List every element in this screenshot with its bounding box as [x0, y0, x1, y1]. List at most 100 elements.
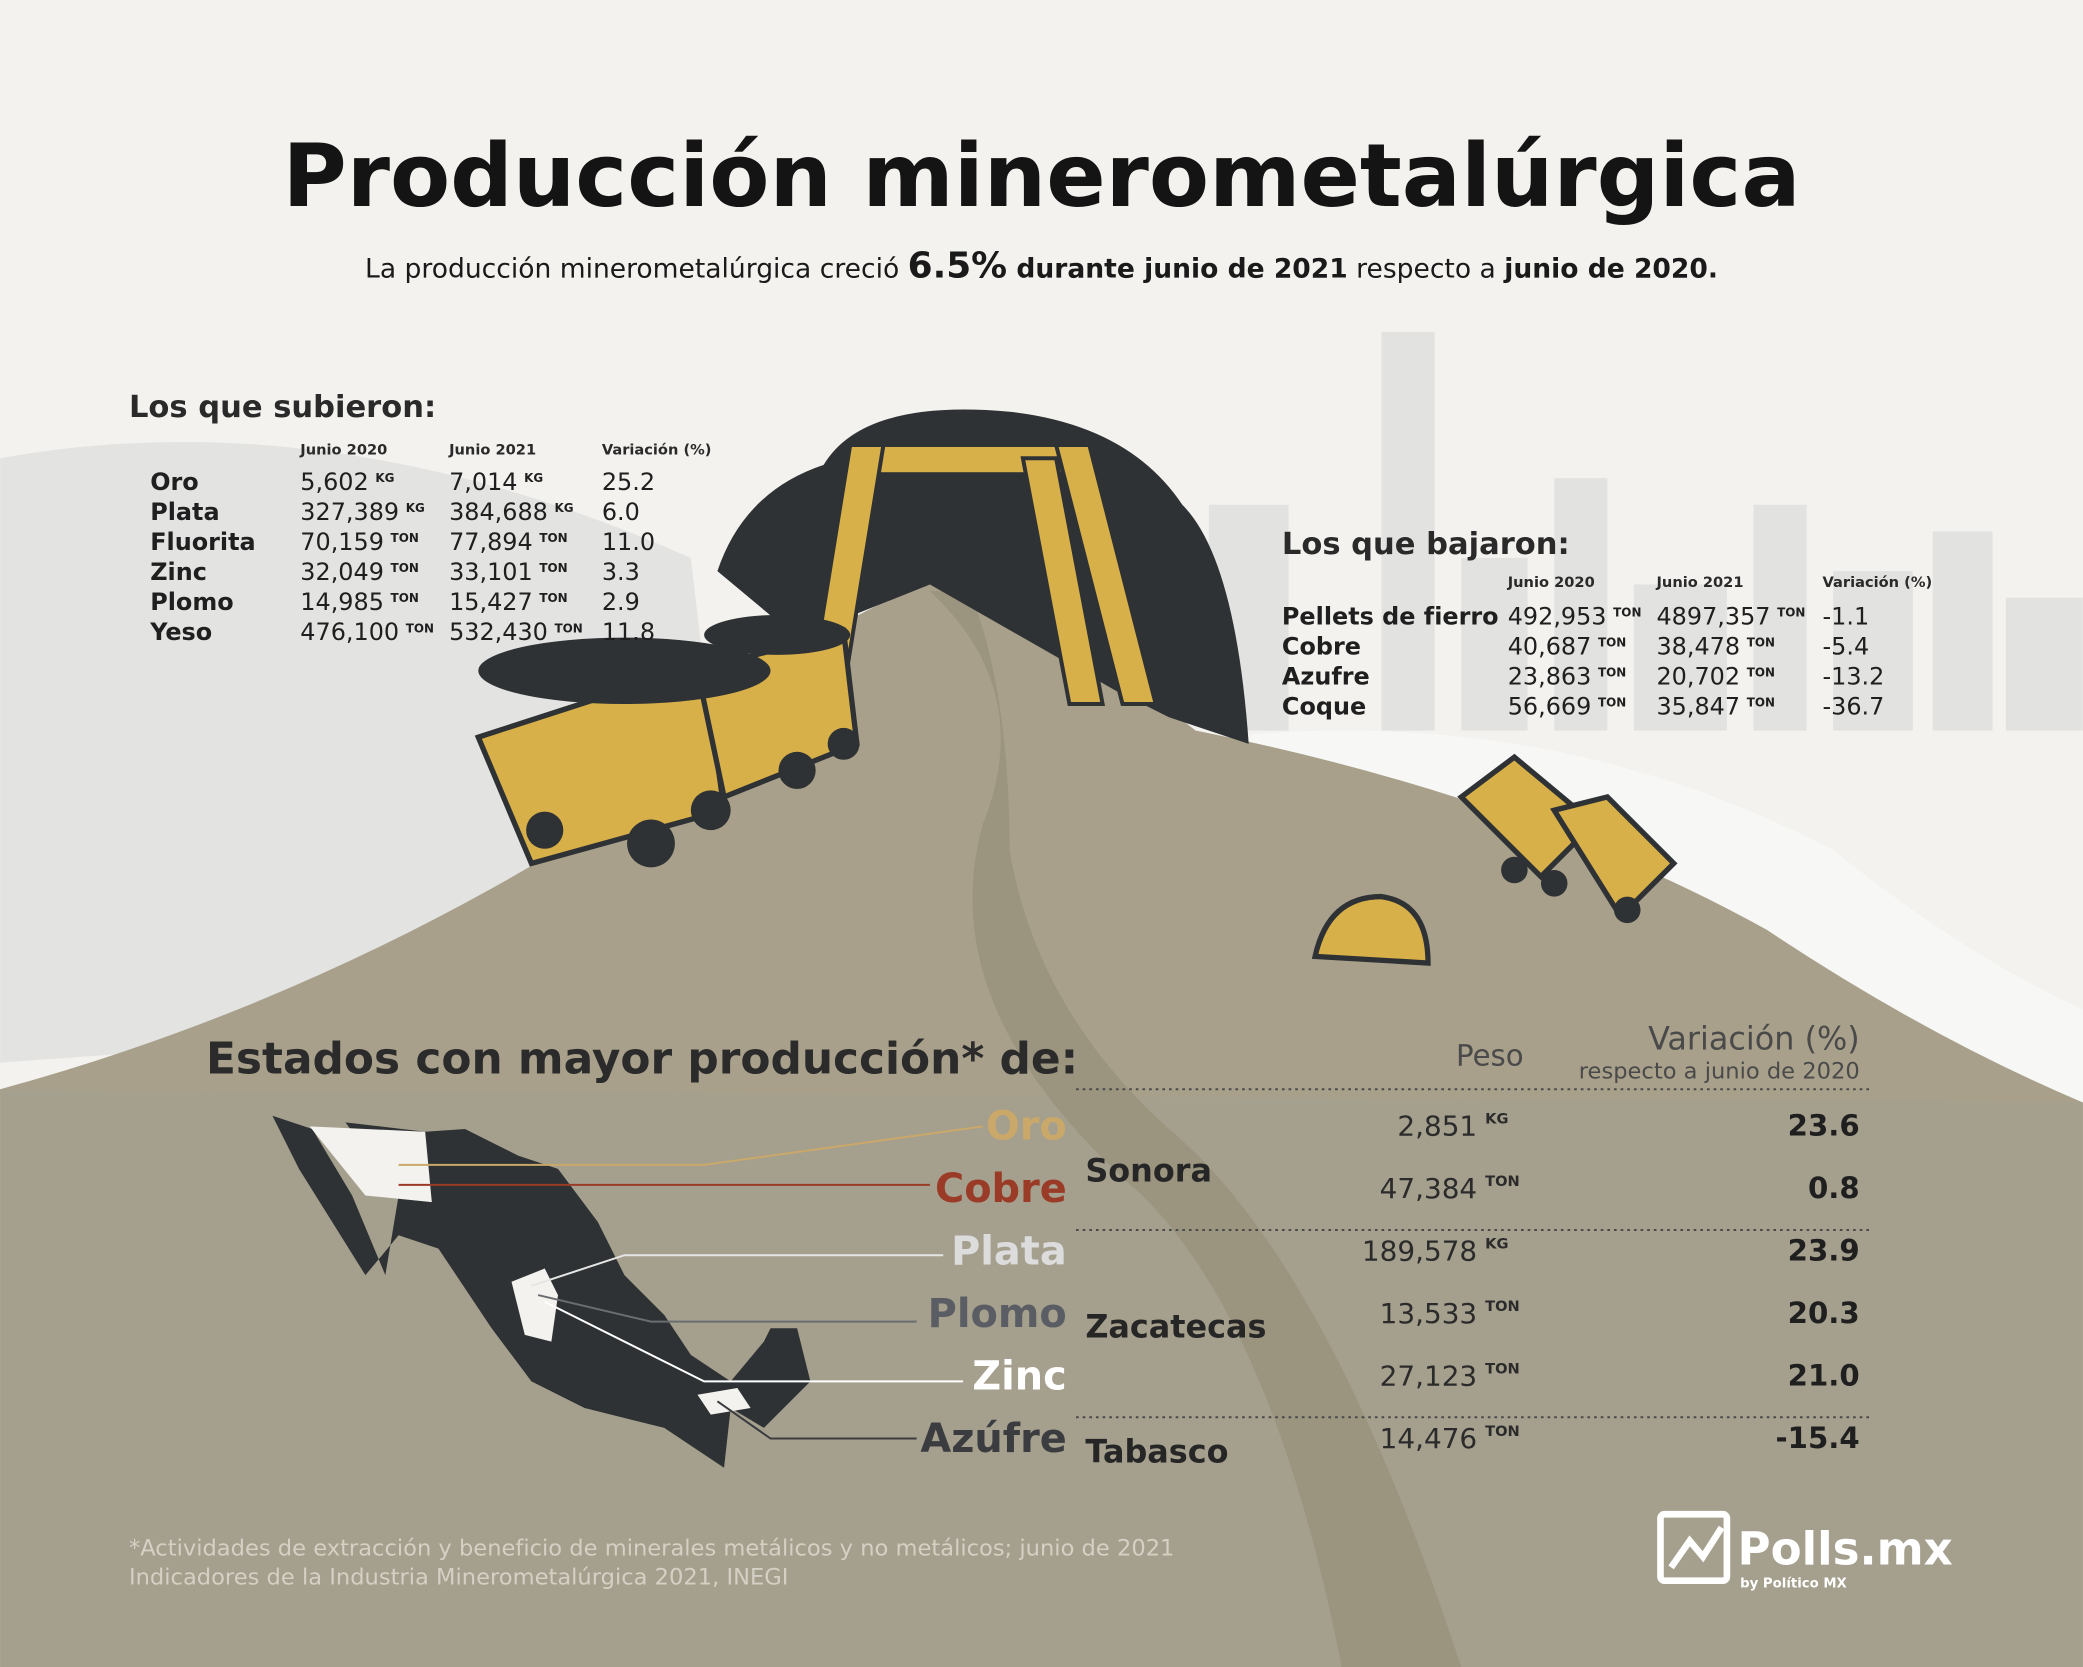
title: Producción minerometalúrgica [282, 125, 1800, 227]
column-header: Junio 2020 [1507, 574, 1595, 591]
state-name: Sonora [1085, 1152, 1212, 1190]
weight-unit: TON [1485, 1298, 1520, 1315]
cell-unit: TON [1598, 635, 1626, 649]
cell-variation: -36.7 [1823, 692, 1885, 720]
cell-value: 492,953 [1508, 602, 1607, 630]
variation-value: 21.0 [1788, 1358, 1860, 1392]
cell-variation: 11.0 [602, 528, 655, 556]
cell-value: 38,478 [1656, 632, 1740, 660]
section-title: Estados con mayor producción* de: [206, 1033, 1078, 1084]
mineral-name: Plomo [928, 1291, 1067, 1337]
variation-value: 20.3 [1788, 1296, 1860, 1330]
column-header: Peso [1456, 1038, 1524, 1072]
cell-unit: TON [539, 561, 567, 575]
cell-unit: KG [406, 501, 425, 515]
mineral-name: Azúfre [920, 1416, 1066, 1462]
cell-value: 5,602 [300, 468, 368, 496]
table-title: Los que subieron: [129, 390, 436, 425]
subtitle-highlight: 6.5% [908, 246, 1007, 287]
cell-value: 40,687 [1508, 632, 1592, 660]
cell-unit: TON [539, 531, 567, 545]
cell-unit: TON [406, 621, 434, 635]
cell-value: 23,863 [1508, 662, 1592, 690]
footnote: *Actividades de extracción y beneficio d… [129, 1535, 1174, 1561]
subtitle: La producción minerometalúrgica creció 6… [365, 246, 1718, 287]
cell-value: 32,049 [300, 558, 384, 586]
subtitle-part: durante junio de 2021 [1007, 254, 1348, 285]
weight-unit: KG [1485, 1111, 1508, 1128]
states-table: Oro 2,851 KG 23.6 Cobre 47,384 TON 0.8 Sonora Pla… [920, 1104, 1874, 1470]
weight-unit: TON [1485, 1360, 1520, 1377]
row-name: Pellets de fierro [1282, 602, 1499, 630]
mineral-name: Cobre [935, 1166, 1067, 1212]
weight-unit: TON [1485, 1173, 1520, 1190]
cell-unit: TON [1777, 605, 1805, 619]
cell-unit: TON [1598, 695, 1626, 709]
weight-value: 14,476 [1380, 1422, 1478, 1455]
cell-value: 33,101 [449, 558, 533, 586]
cell-value: 35,847 [1656, 692, 1740, 720]
cell-variation: -5.4 [1823, 632, 1870, 660]
weight-unit: TON [1485, 1423, 1520, 1440]
subtitle-part: respecto a [1348, 254, 1505, 285]
row-name: Yeso [149, 618, 212, 646]
cell-value: 532,430 [449, 618, 548, 646]
cell-variation: 11.8 [602, 618, 655, 646]
cell-unit: TON [1747, 665, 1775, 679]
weight-value: 47,384 [1380, 1172, 1478, 1205]
cell-unit: TON [555, 621, 583, 635]
cell-unit: TON [391, 561, 419, 575]
cell-unit: TON [539, 591, 567, 605]
cell-unit: KG [555, 501, 574, 515]
cell-unit: TON [1613, 605, 1641, 619]
weight-value: 13,533 [1380, 1297, 1478, 1330]
cell-variation: 6.0 [602, 498, 640, 526]
weight-value: 2,851 [1397, 1110, 1477, 1143]
row-name: Oro [150, 468, 199, 496]
column-subheader: respecto a junio de 2020 [1579, 1059, 1860, 1085]
cell-value: 70,159 [300, 528, 384, 556]
row-name: Zinc [150, 558, 207, 586]
subtitle-part: junio de 2020. [1503, 254, 1718, 285]
cell-unit: TON [391, 531, 419, 545]
weight-value: 189,578 [1362, 1235, 1477, 1268]
variation-value: 23.6 [1788, 1109, 1860, 1143]
tables: Junio 2020 Junio 2021 Variación (%) Oro 5,60… [149, 441, 1932, 720]
row-name: Fluorita [150, 528, 255, 556]
variation-value: 23.9 [1788, 1234, 1860, 1268]
cell-value: 384,688 [449, 498, 548, 526]
column-header: Junio 2021 [1655, 574, 1743, 591]
cell-value: 56,669 [1508, 692, 1592, 720]
cell-variation: -1.1 [1823, 602, 1870, 630]
cell-unit: TON [1747, 635, 1775, 649]
column-header: Variación (%) [1823, 574, 1933, 591]
cell-value: 20,702 [1656, 662, 1740, 690]
cell-value: 476,100 [300, 618, 399, 646]
row-name: Plata [150, 498, 219, 526]
cell-variation: -13.2 [1823, 662, 1885, 690]
column-header: Variación (%) [1648, 1019, 1860, 1057]
table-title: Los que bajaron: [1282, 527, 1570, 562]
logo-subtext: by Político MX [1740, 1575, 1847, 1591]
cell-value: 15,427 [449, 588, 533, 616]
variation-value: 0.8 [1808, 1171, 1860, 1205]
column-header: Variación (%) [602, 441, 712, 458]
row-name: Plomo [150, 588, 233, 616]
logo-icon [1657, 1510, 1731, 1584]
row-name: Coque [1282, 692, 1366, 720]
cell-value: 77,894 [449, 528, 533, 556]
cell-unit: TON [391, 591, 419, 605]
cell-unit: TON [1598, 665, 1626, 679]
cell-value: 7,014 [449, 468, 517, 496]
cell-variation: 25.2 [602, 468, 655, 496]
cell-value: 4897,357 [1656, 602, 1770, 630]
variation-value: -15.4 [1776, 1421, 1860, 1455]
mineral-name: Zinc [972, 1353, 1067, 1399]
column-header: Junio 2021 [448, 441, 536, 458]
cell-variation: 3.3 [602, 558, 640, 586]
cell-variation: 2.9 [602, 588, 640, 616]
weight-value: 27,123 [1380, 1359, 1478, 1392]
